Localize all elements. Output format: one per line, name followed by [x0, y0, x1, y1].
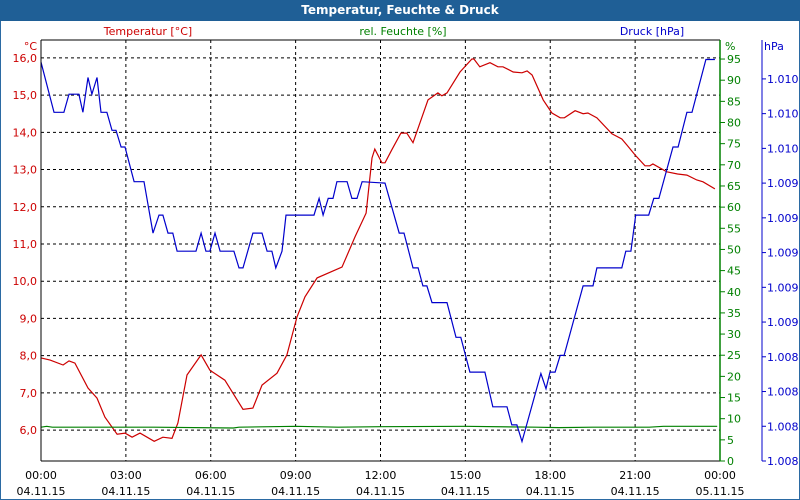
humidity-tick-label: 5 [727, 434, 734, 447]
x-tick-time: 18:00 [534, 469, 566, 482]
humidity-tick-label: 95 [727, 53, 741, 66]
x-tick-date: 04.11.15 [186, 485, 235, 498]
x-tick-time: 06:00 [195, 469, 227, 482]
temperature-tick-label: 7,0 [20, 387, 38, 400]
humidity-tick-label: 0 [727, 455, 734, 468]
humidity-tick-label: 65 [727, 180, 741, 193]
humidity-tick-label: 45 [727, 265, 741, 278]
pressure-tick-label: 1.008 [767, 351, 799, 364]
x-tick-date: 04.11.15 [356, 485, 405, 498]
temperature-tick-label: 8,0 [20, 350, 38, 363]
humidity-tick-label: 40 [727, 286, 741, 299]
humidity-tick-label: 50 [727, 243, 741, 256]
temperature-tick-label: 10,0 [13, 275, 38, 288]
humidity-tick-label: 80 [727, 117, 741, 130]
x-tick-time: 09:00 [280, 469, 312, 482]
humidity-tick-label: 85 [727, 95, 741, 108]
x-tick-time: 21:00 [619, 469, 651, 482]
humidity-tick-label: 70 [727, 159, 741, 172]
humidity-tick-label: 60 [727, 201, 741, 214]
humidity-tick-label: 30 [727, 328, 741, 341]
x-tick-time: 15:00 [450, 469, 482, 482]
temperature-tick-label: 9,0 [20, 312, 38, 325]
temperature-tick-label: 13,0 [13, 164, 38, 177]
temperature-tick-label: 14,0 [13, 126, 38, 139]
pressure-tick-label: 1.010 [767, 108, 799, 121]
x-tick-time: 00:00 [25, 469, 57, 482]
legend-humidity: rel. Feuchte [%] [359, 25, 446, 38]
humidity-tick-label: 15 [727, 392, 741, 405]
pressure-tick-label: 1.009 [767, 177, 799, 190]
series-line-pressure [40, 58, 715, 444]
pressure-tick-label: 1.009 [767, 212, 799, 225]
x-tick-date: 04.11.15 [441, 485, 490, 498]
humidity-tick-label: 90 [727, 74, 741, 87]
humidity-tick-label: 20 [727, 370, 741, 383]
humidity-tick-label: 35 [727, 307, 741, 320]
series-line-temperature [40, 58, 716, 442]
temperature-tick-label: 12,0 [13, 201, 38, 214]
x-tick-date: 04.11.15 [271, 485, 320, 498]
pressure-tick-label: 1.008 [767, 455, 799, 468]
humidity-tick-label: 10 [727, 413, 741, 426]
x-tick-date: 04.11.15 [526, 485, 575, 498]
x-tick-date: 04.11.15 [611, 485, 660, 498]
x-tick-time: 12:00 [365, 469, 397, 482]
pressure-tick-label: 1.010 [767, 142, 799, 155]
series-line-humidity [40, 425, 718, 429]
x-tick-time: 00:00 [704, 469, 736, 482]
x-tick-date: 04.11.15 [101, 485, 150, 498]
pressure-tick-label: 1.008 [767, 386, 799, 399]
x-tick-date: 05.11.15 [696, 485, 745, 498]
chart-title: Temperatur, Feuchte & Druck [0, 0, 800, 21]
pressure-tick-label: 1.009 [767, 247, 799, 260]
temperature-tick-label: 16,0 [13, 52, 38, 65]
legend-pressure: Druck [hPa] [620, 25, 684, 38]
humidity-unit: % [725, 40, 735, 53]
legend-temperature: Temperatur [°C] [103, 25, 192, 38]
x-tick-date: 04.11.15 [17, 485, 66, 498]
humidity-tick-label: 75 [727, 138, 741, 151]
pressure-tick-label: 1.010 [767, 73, 799, 86]
pressure-tick-label: 1.009 [767, 316, 799, 329]
temperature-tick-label: 6,0 [20, 424, 38, 437]
temperature-tick-label: 11,0 [13, 238, 38, 251]
temperature-unit: °C [24, 40, 38, 53]
temperature-tick-label: 15,0 [13, 89, 38, 102]
humidity-tick-label: 55 [727, 222, 741, 235]
pressure-unit: hPa [764, 40, 784, 53]
pressure-tick-label: 1.008 [767, 420, 799, 433]
humidity-tick-label: 25 [727, 349, 741, 362]
pressure-tick-label: 1.009 [767, 281, 799, 294]
x-tick-time: 03:00 [110, 469, 142, 482]
